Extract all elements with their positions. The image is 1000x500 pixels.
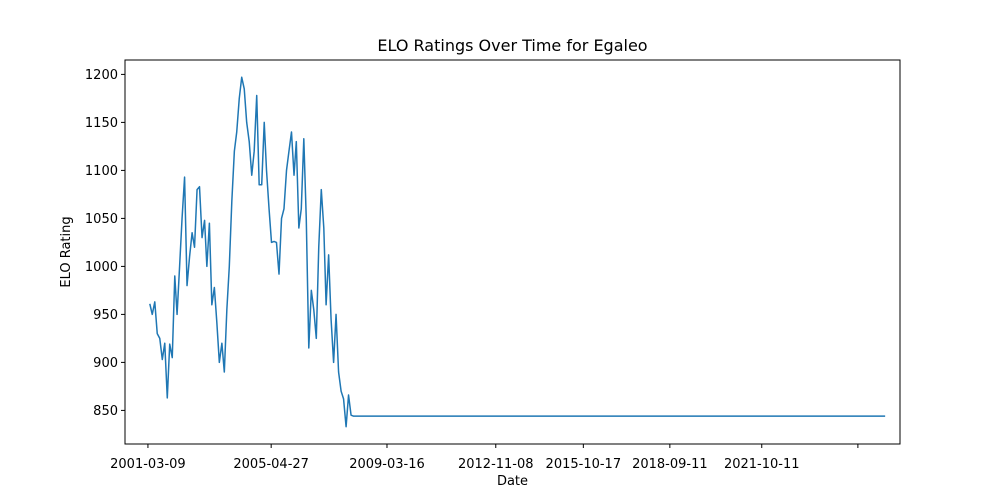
x-tick-label: 2005-04-27 [233, 457, 309, 472]
x-tick-label: 2009-03-16 [349, 457, 425, 472]
plot-frame [124, 59, 901, 445]
x-axis-title: Date [497, 474, 528, 489]
x-tick-label: 2012-11-08 [458, 457, 534, 472]
y-tick-label: 1050 [85, 212, 118, 227]
y-tick-label: 900 [93, 356, 118, 371]
y-tick-label: 1150 [85, 116, 118, 131]
y-tick-label: 850 [93, 404, 118, 419]
y-axis-title: ELO Rating [59, 216, 74, 287]
y-tick-label: 1000 [85, 260, 118, 275]
x-tick-label: 2018-09-11 [632, 457, 708, 472]
x-tick-label: 2015-10-17 [546, 457, 622, 472]
y-tick-label: 1200 [85, 68, 118, 83]
series-line [149, 76, 886, 428]
y-tick-label: 1100 [85, 164, 118, 179]
x-tick-label: 2021-10-11 [724, 457, 800, 472]
chart-title: ELO Ratings Over Time for Egaleo [377, 36, 647, 55]
y-tick-label: 950 [93, 308, 118, 323]
x-tick-label: 2001-03-09 [110, 457, 186, 472]
